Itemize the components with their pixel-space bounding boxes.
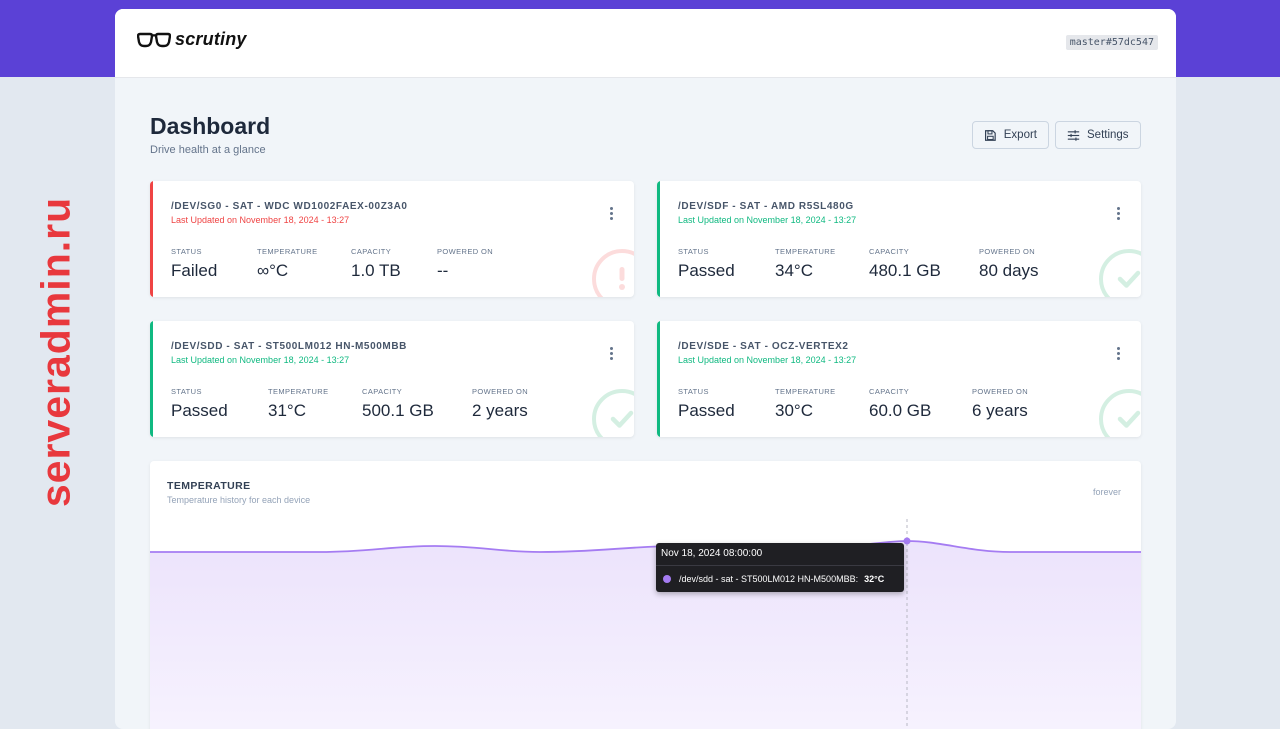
status-bar: [150, 321, 153, 437]
page-subtitle: Drive health at a glance: [150, 144, 266, 156]
status-bar: [657, 181, 660, 297]
logo[interactable]: scrutiny: [137, 29, 247, 50]
check-icon: [1099, 249, 1141, 297]
page-title: Dashboard: [150, 113, 271, 139]
metric-capacity: CAPACITY 500.1 GB: [362, 387, 434, 420]
chart-plot[interactable]: [150, 461, 1141, 729]
metric-capacity: CAPACITY 1.0 TB: [351, 247, 401, 280]
metric-powered-on: POWERED ON --: [437, 247, 494, 280]
metric-status: STATUS Passed: [171, 387, 228, 420]
metric-temperature: TEMPERATURE 31°C: [268, 387, 329, 420]
hover-point: [903, 537, 911, 545]
device-name: /DEV/SDD - SAT - ST500LM012 HN-M500MBB: [171, 341, 407, 352]
watermark: serveradmin.ru: [32, 196, 79, 508]
device-card-sg0[interactable]: /DEV/SG0 - SAT - WDC WD1002FAEX-00Z3A0 L…: [150, 181, 634, 297]
metric-powered-on: POWERED ON 2 years: [472, 387, 529, 420]
metric-capacity: CAPACITY 480.1 GB: [869, 247, 941, 280]
device-name: /DEV/SG0 - SAT - WDC WD1002FAEX-00Z3A0: [171, 201, 408, 212]
check-icon: [592, 389, 634, 437]
app-header: scrutiny master#57dc547: [115, 9, 1176, 78]
tooltip-value: 32°C: [864, 574, 885, 584]
metric-capacity: CAPACITY 60.0 GB: [869, 387, 932, 420]
device-card-sde[interactable]: /DEV/SDE - SAT - OCZ-VERTEX2 Last Update…: [657, 321, 1141, 437]
export-label: Export: [1003, 129, 1037, 141]
save-icon: [984, 129, 996, 141]
device-name: /DEV/SDE - SAT - OCZ-VERTEX2: [678, 341, 849, 352]
device-name: /DEV/SDF - SAT - AMD R5SL480G: [678, 201, 854, 212]
sliders-icon: [1067, 129, 1080, 141]
chart-title: TEMPERATURE: [167, 480, 251, 492]
metric-powered-on: POWERED ON 80 days: [979, 247, 1039, 280]
last-updated: Last Updated on November 18, 2024 - 13:2…: [171, 355, 350, 365]
metric-temperature: TEMPERATURE ∞°C: [257, 247, 318, 280]
chart-tooltip: Nov 18, 2024 08:00:00 /dev/sdd - sat - S…: [656, 543, 904, 592]
series-dot-icon: [663, 575, 671, 583]
metric-status: STATUS Failed: [171, 247, 218, 280]
metric-temperature: TEMPERATURE 34°C: [775, 247, 836, 280]
last-updated: Last Updated on November 18, 2024 - 13:2…: [678, 355, 857, 365]
last-updated: Last Updated on November 18, 2024 - 13:2…: [678, 215, 857, 225]
status-bar: [657, 321, 660, 437]
metric-status: STATUS Passed: [678, 247, 735, 280]
status-bar: [150, 181, 153, 297]
settings-label: Settings: [1087, 129, 1129, 141]
app-name: scrutiny: [175, 29, 247, 49]
check-icon: [1099, 389, 1141, 437]
glasses-icon: [137, 32, 171, 47]
version-badge: master#57dc547: [1065, 35, 1158, 50]
exclamation-icon: [592, 249, 634, 297]
settings-button[interactable]: Settings: [1055, 121, 1141, 149]
more-options-icon[interactable]: [610, 207, 614, 222]
app-window: scrutiny master#57dc547 Dashboard Drive …: [115, 9, 1176, 729]
last-updated: Last Updated on November 18, 2024 - 13:2…: [171, 215, 350, 225]
export-button[interactable]: Export: [972, 121, 1049, 149]
chart-subtitle: Temperature history for each device: [167, 495, 311, 505]
metric-powered-on: POWERED ON 6 years: [972, 387, 1029, 420]
tooltip-series-name: /dev/sdd - sat - ST500LM012 HN-M500MBB:: [679, 574, 859, 584]
device-card-sdf[interactable]: /DEV/SDF - SAT - AMD R5SL480G Last Updat…: [657, 181, 1141, 297]
more-options-icon[interactable]: [1117, 207, 1121, 222]
more-options-icon[interactable]: [1117, 347, 1121, 362]
range-selector[interactable]: forever: [1092, 487, 1121, 497]
tooltip-series-row: /dev/sdd - sat - ST500LM012 HN-M500MBB: …: [663, 574, 884, 584]
temperature-chart[interactable]: TEMPERATURE Temperature history for each…: [150, 461, 1141, 729]
temperature-area: [150, 541, 1141, 729]
metric-status: STATUS Passed: [678, 387, 735, 420]
more-options-icon[interactable]: [610, 347, 614, 362]
tooltip-date: Nov 18, 2024 08:00:00: [661, 548, 763, 559]
metric-temperature: TEMPERATURE 30°C: [775, 387, 836, 420]
device-card-sdd[interactable]: /DEV/SDD - SAT - ST500LM012 HN-M500MBB L…: [150, 321, 634, 437]
